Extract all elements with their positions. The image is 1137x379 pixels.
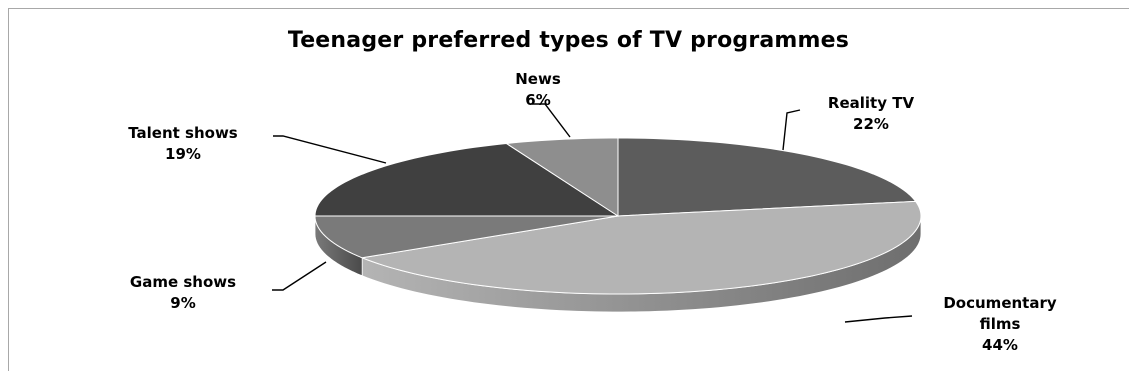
leader-line (273, 135, 387, 164)
slice-category-label: Talent shows (128, 124, 238, 142)
slice-value-label: 6% (525, 91, 550, 109)
slice-category-label: Game shows (130, 273, 236, 291)
slice-value-label: 9% (170, 294, 195, 312)
pie-slice (504, 137, 619, 217)
leader-line (844, 315, 913, 323)
slice-value-label: 19% (165, 145, 201, 163)
slice-category-label: Documentary (943, 294, 1056, 312)
slice-value-label: 22% (853, 115, 889, 133)
pie-slice (314, 142, 620, 217)
pie-slice (617, 137, 917, 217)
slice-category-label: Reality TV (828, 94, 915, 112)
chart-frame (8, 8, 1129, 371)
leader-line (782, 109, 801, 151)
slice-category-label: News (515, 70, 561, 88)
leader-line (272, 261, 327, 291)
pie-slice (360, 200, 922, 295)
chart-title: Teenager preferred types of TV programme… (287, 28, 850, 53)
slice-value-label: 44% (982, 336, 1018, 354)
slice-category-label: films (980, 315, 1021, 333)
leader-line (532, 103, 571, 138)
pie-slice (314, 215, 619, 259)
